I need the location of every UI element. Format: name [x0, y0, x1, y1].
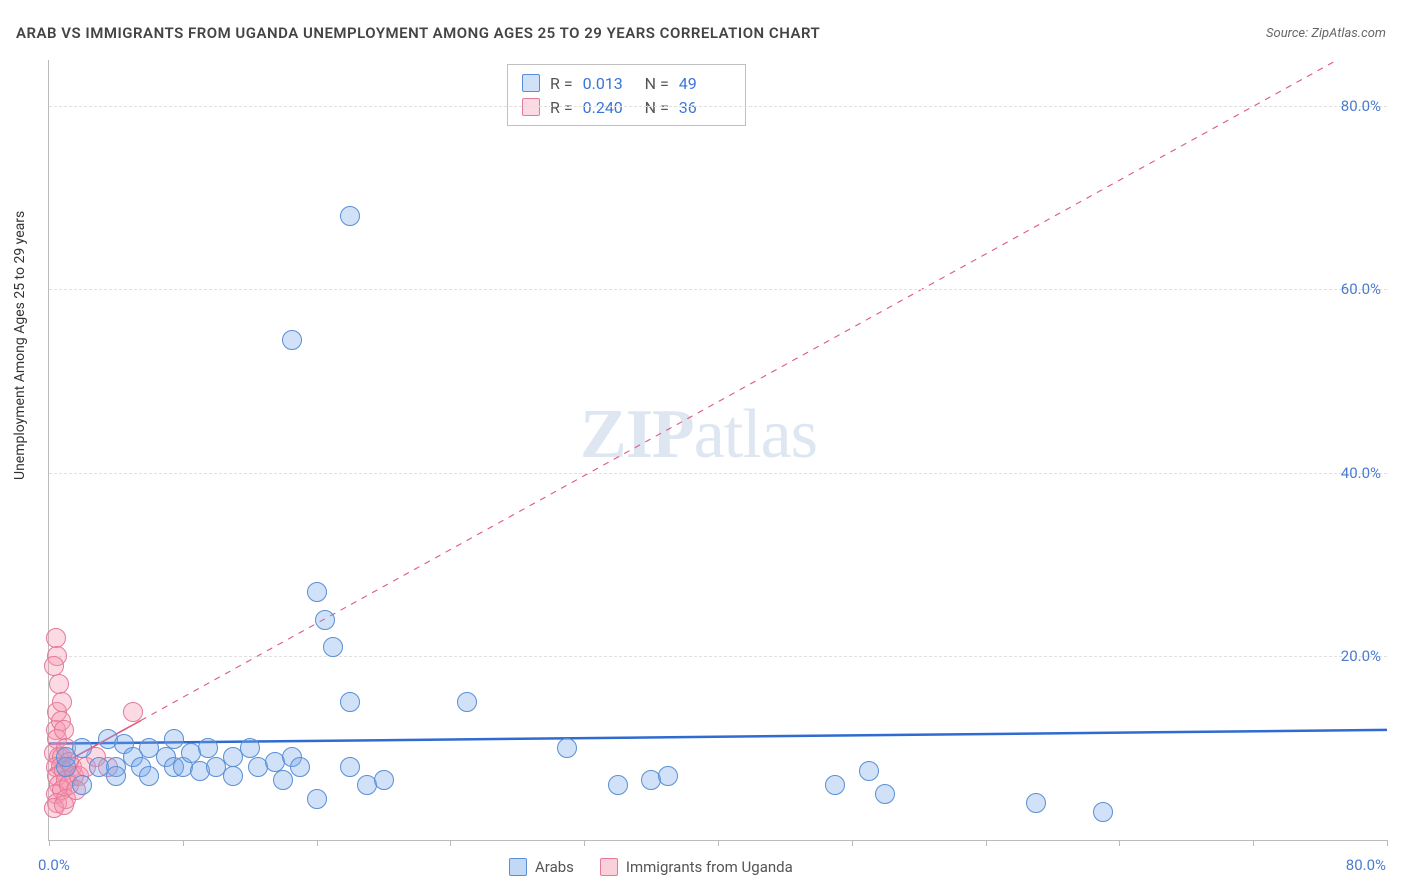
- x-tick: [852, 840, 853, 846]
- correlation-legend: R = 0.013 N = 49 R = 0.240 N = 36: [507, 64, 746, 126]
- data-point: [44, 656, 64, 676]
- y-tick-label: 60.0%: [1341, 280, 1381, 298]
- data-point: [307, 789, 327, 809]
- data-point: [49, 674, 69, 694]
- y-tick-label: 40.0%: [1341, 464, 1381, 482]
- data-point: [290, 757, 310, 777]
- data-point: [223, 766, 243, 786]
- data-point: [139, 766, 159, 786]
- x-tick: [584, 840, 585, 846]
- data-point: [240, 738, 260, 758]
- data-point: [72, 738, 92, 758]
- x-min-label: 0.0%: [38, 856, 70, 874]
- data-point: [608, 775, 628, 795]
- series-legend: Arabs Immigrants from Uganda: [509, 858, 793, 876]
- data-point: [374, 770, 394, 790]
- legend-swatch: [522, 74, 540, 92]
- data-point: [875, 784, 895, 804]
- x-tick: [49, 840, 50, 846]
- legend-swatch: [509, 858, 527, 876]
- scatter-plot: R =0.013N =49R =0.240N =36 ArabsImmigran…: [48, 60, 1387, 841]
- data-point: [198, 738, 218, 758]
- legend-r-value: 0.240: [583, 98, 635, 117]
- data-point: [54, 795, 74, 815]
- data-point: [1093, 802, 1113, 822]
- legend-n-label: N =: [645, 98, 669, 117]
- legend-r-label: R =: [550, 98, 573, 117]
- legend-swatch: [600, 858, 618, 876]
- x-tick: [450, 840, 451, 846]
- legend-r-value: 0.013: [583, 74, 635, 93]
- x-tick: [1387, 840, 1388, 846]
- legend-n-label: N =: [645, 74, 669, 93]
- data-point: [1026, 793, 1046, 813]
- x-tick: [1119, 840, 1120, 846]
- x-tick: [718, 840, 719, 846]
- y-axis-label: Unemployment Among Ages 25 to 29 years: [12, 211, 28, 480]
- legend-label: Immigrants from Uganda: [626, 858, 793, 876]
- data-point: [825, 775, 845, 795]
- legend-item: Immigrants from Uganda: [600, 858, 793, 876]
- legend-r-label: R =: [550, 74, 573, 93]
- data-point: [557, 738, 577, 758]
- data-point: [54, 720, 74, 740]
- chart-title: ARAB VS IMMIGRANTS FROM UGANDA UNEMPLOYM…: [16, 24, 820, 42]
- x-max-label: 80.0%: [1346, 856, 1386, 874]
- source-label: Source: ZipAtlas.com: [1266, 26, 1386, 41]
- data-point: [658, 766, 678, 786]
- grid-line: [49, 473, 1387, 474]
- data-point: [164, 729, 184, 749]
- x-tick: [1253, 840, 1254, 846]
- data-point: [340, 206, 360, 226]
- data-point: [46, 628, 66, 648]
- legend-row: R = 0.240 N = 36: [522, 95, 731, 119]
- x-tick: [986, 840, 987, 846]
- data-point: [340, 757, 360, 777]
- legend-item: Arabs: [509, 858, 574, 876]
- legend-swatch: [522, 98, 540, 116]
- data-point: [307, 582, 327, 602]
- data-point: [323, 637, 343, 657]
- data-point: [273, 770, 293, 790]
- data-point: [123, 702, 143, 722]
- x-tick: [317, 840, 318, 846]
- legend-n-value: 49: [679, 74, 731, 93]
- grid-line: [49, 289, 1387, 290]
- data-point: [106, 766, 126, 786]
- trend-lines: [49, 60, 1387, 840]
- data-point: [457, 692, 477, 712]
- grid-line: [49, 656, 1387, 657]
- legend-label: Arabs: [535, 858, 574, 876]
- data-point: [282, 330, 302, 350]
- y-tick-label: 80.0%: [1341, 97, 1381, 115]
- grid-line: [49, 106, 1387, 107]
- data-point: [315, 610, 335, 630]
- legend-row: R = 0.013 N = 49: [522, 71, 731, 95]
- data-point: [859, 761, 879, 781]
- data-point: [52, 692, 72, 712]
- legend-n-value: 36: [679, 98, 731, 117]
- data-point: [340, 692, 360, 712]
- data-point: [72, 775, 92, 795]
- y-tick-label: 20.0%: [1341, 647, 1381, 665]
- x-tick: [183, 840, 184, 846]
